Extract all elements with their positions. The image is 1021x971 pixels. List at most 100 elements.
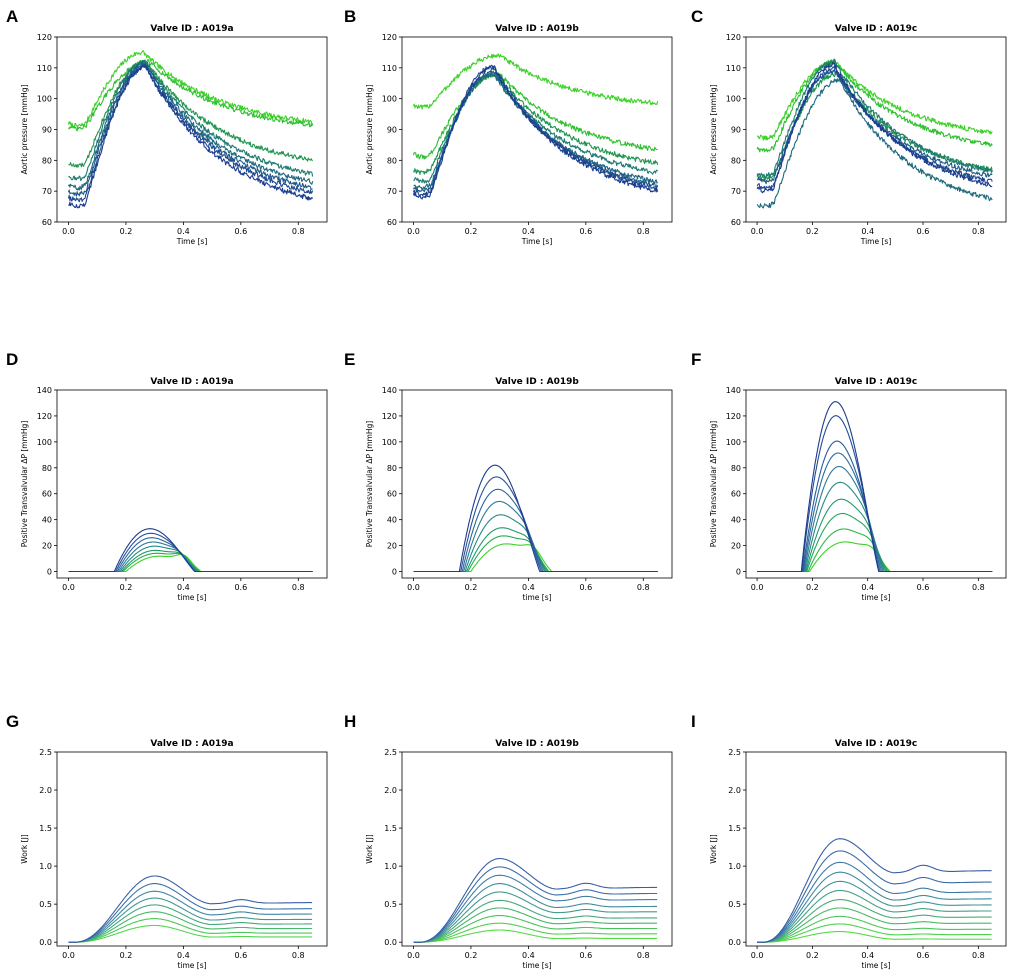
series-line-s8 [413, 915, 658, 943]
x-axis-label: time [s] [861, 961, 890, 970]
panel-letter: I [691, 712, 696, 731]
y-tick-label: 70 [731, 187, 741, 196]
chart-panel-e: E Valve ID : A019b 0.0 0.2 0.4 0.6 0.8 0 20 40 60 8… [344, 350, 673, 602]
y-tick-label: 80 [387, 156, 397, 165]
y-tick-label: 1.5 [384, 824, 397, 833]
x-tick-label: 0.2 [120, 583, 133, 592]
x-tick-label: 0.2 [465, 951, 478, 960]
y-tick-label: 120 [726, 33, 741, 42]
series-line-s6 [757, 481, 993, 573]
chart-title: Valve ID : A019b [495, 24, 579, 34]
y-tick-label: 120 [37, 33, 52, 42]
series-line-s4 [413, 883, 658, 943]
y-tick-label: 2.5 [39, 748, 52, 757]
series-line-s1 [68, 64, 314, 209]
series-line-s5 [68, 59, 314, 181]
y-tick-label: 40 [42, 516, 52, 525]
series-group [413, 464, 658, 573]
series-line-s1 [413, 464, 658, 573]
chart-title: Valve ID : A019a [150, 24, 233, 34]
y-tick-label: 110 [382, 64, 397, 73]
y-tick-label: 2.0 [39, 786, 52, 795]
y-tick-label: 0.0 [384, 938, 397, 947]
series-line-s2 [756, 65, 993, 191]
x-tick-label: 0.4 [861, 583, 874, 592]
chart-title: Valve ID : A019a [150, 377, 233, 387]
series-line-s6 [68, 59, 313, 168]
x-tick-label: 0.4 [522, 227, 535, 236]
series-line-s7 [68, 552, 313, 573]
plot-frame [56, 751, 328, 947]
y-tick-label: 2.0 [728, 786, 741, 795]
x-tick-label: 0.6 [579, 951, 592, 960]
plot-frame [401, 36, 673, 223]
series-line-s1 [756, 61, 993, 194]
x-tick-label: 0.4 [177, 583, 190, 592]
plot-frame [745, 36, 1007, 223]
panel-letter: A [6, 7, 18, 26]
series-line-s3 [757, 861, 992, 943]
series-line-s8 [68, 924, 313, 943]
y-tick-label: 1.0 [384, 862, 397, 871]
panel-letter: D [6, 350, 18, 369]
x-tick-label: 0.6 [579, 227, 592, 236]
x-tick-label: 0.0 [62, 227, 75, 236]
y-tick-label: 100 [382, 438, 397, 447]
series-line-s7 [68, 918, 313, 943]
series-line-s5 [756, 58, 993, 179]
chart-title: Valve ID : A019a [150, 739, 233, 749]
x-tick-label: 0.8 [972, 227, 985, 236]
y-axis-label: Aortic pressure [mmHg] [365, 85, 374, 175]
x-axis-label: time [s] [177, 593, 206, 602]
y-tick-label: 2.5 [728, 748, 741, 757]
x-axis-label: time [s] [522, 593, 551, 602]
x-tick-label: 0.4 [522, 951, 535, 960]
series-line-s6 [413, 899, 658, 943]
y-tick-label: 2.5 [384, 748, 397, 757]
y-axis-label: Positive Transvalvular ΔP [mmHg] [20, 421, 29, 548]
series-group [757, 838, 992, 943]
chart-panel-f: F Valve ID : A019c 0.0 0.2 0.4 0.6 0.8 0 20 40 60 8… [691, 350, 1007, 602]
chart-panel-d: D Valve ID : A019a 0.0 0.2 0.4 0.6 0.8 0 20 40 60 8… [6, 350, 328, 602]
series-line-s5 [68, 904, 313, 943]
chart-title: Valve ID : A019c [835, 24, 918, 34]
y-tick-label: 90 [731, 126, 741, 135]
y-tick-label: 100 [726, 438, 741, 447]
series-group [412, 53, 659, 200]
y-tick-label: 100 [726, 95, 741, 104]
series-line-s8 [756, 59, 993, 141]
y-tick-label: 20 [731, 542, 741, 551]
x-tick-label: 0.0 [407, 583, 420, 592]
y-tick-label: 1.0 [39, 862, 52, 871]
x-tick-label: 0.0 [62, 583, 75, 592]
series-line-s2 [413, 866, 658, 943]
series-line-s1 [412, 65, 659, 200]
y-tick-label: 60 [387, 490, 397, 499]
y-axis-label: Work [J] [709, 834, 718, 864]
series-group [68, 875, 313, 943]
y-tick-label: 80 [42, 464, 52, 473]
x-tick-label: 0.0 [407, 227, 420, 236]
series-line-s1 [68, 875, 313, 943]
x-tick-label: 0.2 [806, 583, 819, 592]
series-line-s5 [68, 545, 313, 573]
series-line-s7 [756, 58, 993, 153]
series-line-s8 [412, 53, 659, 110]
x-tick-label: 0.8 [292, 583, 305, 592]
x-tick-label: 0.6 [917, 583, 930, 592]
y-tick-label: 140 [382, 386, 397, 395]
y-axis-label: Work [J] [365, 834, 374, 864]
y-axis-label: Aortic pressure [mmHg] [20, 85, 29, 175]
chart-panel-b: B Valve ID : A019b 0.0 0.2 0.4 0.6 0.8 60 70 80 90… [344, 7, 673, 246]
y-tick-label: 140 [726, 386, 741, 395]
panel-letter: C [691, 7, 703, 26]
chart-title: Valve ID : A019b [495, 377, 579, 387]
y-tick-label: 60 [387, 218, 397, 227]
series-line-s1 [757, 401, 993, 573]
panel-letter: G [6, 712, 19, 731]
y-tick-label: 110 [37, 64, 52, 73]
x-tick-label: 0.8 [972, 951, 985, 960]
series-line-s11 [757, 930, 992, 943]
panel-letter: B [344, 7, 356, 26]
series-line-s6 [413, 71, 659, 175]
